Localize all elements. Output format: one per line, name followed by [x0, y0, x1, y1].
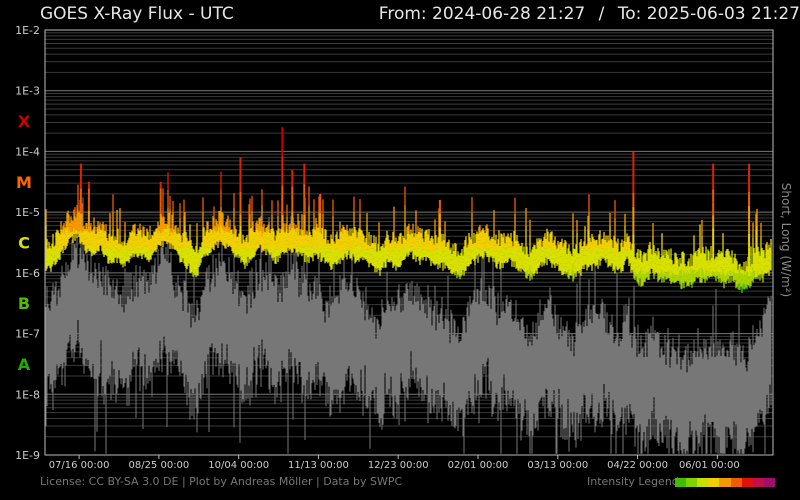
chart-title: GOES X-Ray Flux - UTC: [40, 4, 234, 24]
flare-class-labels: X M C B A: [16, 112, 32, 374]
y-axis-label: Short, Long (W/m²): [779, 182, 793, 298]
y-tick-label: 1E-5: [15, 206, 40, 219]
legend-swatch: [708, 478, 720, 487]
x-tick-label: 04/22 00:00: [607, 460, 668, 470]
range-separator: /: [598, 4, 605, 24]
plot-frame: [44, 29, 774, 456]
intensity-legend-label: Intensity Legend: [587, 475, 679, 488]
license-text: License: CC BY-SA 3.0 DE | Plot by Andre…: [40, 475, 403, 488]
legend-swatch: [697, 478, 709, 487]
flare-peaks: [79, 127, 751, 276]
legend-swatch: [752, 478, 764, 487]
legend-swatch: [675, 478, 687, 487]
legend-swatch: [741, 478, 753, 487]
x-tick-label: 07/16 00:00: [49, 460, 110, 470]
x-tick-label: 03/13 00:00: [527, 460, 588, 470]
legend-swatch: [719, 478, 731, 487]
y-tick-label: 1E-3: [15, 85, 40, 98]
footer: License: CC BY-SA 3.0 DE | Plot by Andre…: [0, 472, 800, 492]
x-tick-label: 10/04 00:00: [208, 460, 269, 470]
y-tick-label: 1E-7: [15, 328, 40, 341]
y-tick-label: 1E-6: [15, 267, 40, 280]
from-label: From: 2024-06-28 21:27: [378, 4, 586, 24]
y-tick-label: 1E-9: [15, 449, 40, 462]
flare-class-label: B: [18, 294, 30, 313]
flare-class-label: A: [18, 355, 31, 374]
to-label: To: 2025-06-03 21:27: [617, 4, 800, 24]
y-tick-label: 1E-8: [15, 388, 40, 401]
series-long: [45, 171, 772, 293]
x-tick-label: 06/01 00:00: [679, 460, 740, 470]
intensity-legend-bar: [675, 478, 775, 487]
y-tick-label: 1E-4: [15, 145, 40, 158]
x-tick-label: 02/01 00:00: [448, 460, 509, 470]
flare-class-label: C: [18, 234, 30, 253]
x-tick-label: 08/25 00:00: [128, 460, 189, 470]
x-tick-label: 11/13 00:00: [288, 460, 349, 470]
y-axis-ticks: 1E-2 1E-3 1E-4 1E-5 1E-6 1E-7 1E-8 1E-9: [15, 24, 40, 462]
flare-class-label: M: [16, 173, 32, 192]
y-tick-label: 1E-2: [15, 24, 40, 37]
x-tick-label: 12/23 00:00: [368, 460, 429, 470]
flare-class-label: X: [18, 112, 31, 131]
x-axis-ticks: 07/16 00:00 08/25 00:00 10/04 00:00 11/13 0…: [49, 455, 740, 470]
xray-flux-chart: 1E-2 1E-3 1E-4 1E-5 1E-6 1E-7 1E-8 1E-9 X M C B A 0…: [15, 24, 774, 470]
legend-swatch: [763, 478, 775, 487]
series-short: [45, 197, 772, 454]
legend-swatch: [730, 478, 742, 487]
chart-header: GOES X-Ray Flux - UTC From: 2024-06-28 2…: [0, 0, 800, 30]
time-range: From: 2024-06-28 21:27 / To: 2025-06-03 …: [379, 4, 800, 24]
legend-swatch: [686, 478, 698, 487]
